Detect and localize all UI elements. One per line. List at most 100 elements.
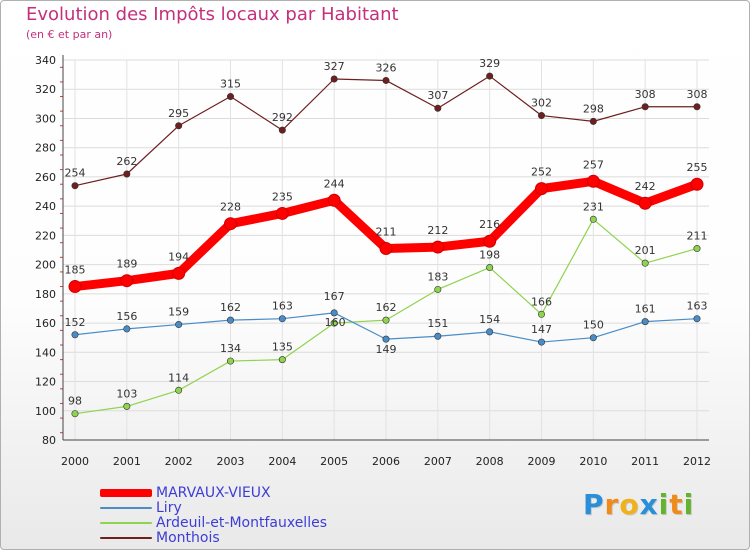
data-label-ardeuil-et-montfauxelles-2012: 211 (687, 230, 708, 243)
data-point-marvaux-vieux-2011 (638, 196, 652, 210)
data-point-liry-2012 (693, 315, 701, 323)
data-label-ardeuil-et-montfauxelles-2000: 98 (68, 395, 82, 408)
chart-subtitle: (en € et par an) (26, 28, 113, 41)
data-label-liry-2006: 149 (376, 343, 397, 356)
data-point-ardeuil-et-montfauxelles-2004 (278, 356, 286, 364)
data-label-marvaux-vieux-2001: 189 (116, 258, 137, 271)
y-tick-label-140: 140 (35, 346, 56, 359)
legend-label: Liry (156, 500, 182, 516)
data-point-marvaux-vieux-2003 (224, 217, 237, 231)
legend-swatch (100, 507, 152, 509)
data-point-monthois-2011 (641, 103, 649, 111)
data-point-ardeuil-et-montfauxelles-2007 (434, 285, 442, 293)
legend-label: MARVAUX-VIEUX (156, 485, 271, 501)
data-point-monthois-2008 (486, 72, 494, 80)
x-tick-label-2012: 2012 (683, 455, 711, 468)
x-tick-label-2002: 2002 (165, 455, 193, 468)
data-label-ardeuil-et-montfauxelles-2009: 166 (531, 295, 552, 308)
x-tick-label-2001: 2001 (113, 455, 141, 468)
data-point-marvaux-vieux-2004 (275, 206, 289, 220)
data-point-ardeuil-et-montfauxelles-2010 (589, 215, 597, 223)
data-label-liry-2003: 162 (220, 301, 241, 314)
y-tick-label-200: 200 (35, 259, 56, 272)
data-point-monthois-2009 (537, 112, 545, 120)
data-point-liry-2002 (175, 321, 183, 329)
data-label-marvaux-vieux-2010: 257 (583, 158, 604, 171)
data-label-monthois-2006: 326 (376, 61, 397, 74)
data-point-ardeuil-et-montfauxelles-2009 (537, 310, 545, 318)
data-label-liry-2001: 156 (116, 310, 137, 323)
data-point-marvaux-vieux-2010 (586, 174, 600, 188)
y-tick-label-240: 240 (35, 200, 56, 213)
data-point-marvaux-vieux-2002 (172, 266, 186, 280)
data-point-monthois-2007 (434, 104, 442, 112)
x-tick-label-2009: 2009 (528, 455, 556, 468)
data-label-liry-2009: 147 (531, 323, 552, 336)
logo-letter: i (658, 488, 670, 521)
data-label-monthois-2012: 308 (687, 88, 708, 101)
data-point-liry-2004 (278, 315, 286, 323)
data-label-ardeuil-et-montfauxelles-2002: 114 (168, 371, 189, 384)
data-label-marvaux-vieux-2009: 252 (531, 166, 552, 179)
y-tick-label-220: 220 (35, 229, 56, 242)
data-point-ardeuil-et-montfauxelles-2000 (71, 410, 79, 418)
data-label-ardeuil-et-montfauxelles-2007: 183 (427, 270, 448, 283)
data-point-monthois-2012 (693, 103, 701, 111)
legend-label: Ardeuil-et-Montfauxelles (156, 515, 327, 531)
legend-swatch (100, 522, 152, 524)
x-tick-label-2010: 2010 (579, 455, 607, 468)
data-point-marvaux-vieux-2008 (483, 234, 497, 248)
data-label-liry-2004: 163 (272, 300, 293, 313)
logo-letter: t (669, 488, 684, 521)
data-label-ardeuil-et-montfauxelles-2001: 103 (116, 387, 137, 400)
data-point-marvaux-vieux-2006 (379, 242, 393, 256)
logo-letter: r (604, 488, 620, 521)
data-label-ardeuil-et-montfauxelles-2008: 198 (479, 249, 500, 262)
data-point-monthois-2004 (278, 126, 286, 134)
x-tick-label-2003: 2003 (217, 455, 245, 468)
data-label-marvaux-vieux-2012: 255 (687, 161, 708, 174)
data-point-liry-2003 (227, 316, 235, 324)
data-point-liry-2010 (589, 334, 597, 342)
data-point-ardeuil-et-montfauxelles-2001 (123, 402, 131, 410)
data-label-marvaux-vieux-2011: 242 (635, 180, 656, 193)
data-point-monthois-2002 (175, 122, 183, 130)
legend-swatch (100, 489, 152, 497)
y-tick-label-280: 280 (35, 142, 56, 155)
x-tick-label-2007: 2007 (424, 455, 452, 468)
y-tick-label-340: 340 (35, 54, 56, 67)
legend-swatch (100, 537, 152, 539)
data-point-marvaux-vieux-2009 (535, 182, 548, 196)
logo-letter: P (583, 488, 605, 521)
chart-title: Evolution des Impôts locaux par Habitant (26, 4, 399, 25)
data-label-monthois-2002: 295 (168, 107, 189, 120)
data-label-marvaux-vieux-2004: 235 (272, 190, 293, 203)
y-tick-label-320: 320 (35, 83, 56, 96)
data-label-liry-2011: 161 (635, 303, 656, 316)
data-label-monthois-2009: 302 (531, 97, 552, 110)
data-point-ardeuil-et-montfauxelles-2011 (641, 259, 649, 267)
data-label-marvaux-vieux-2000: 185 (65, 264, 86, 277)
data-point-monthois-2001 (123, 170, 131, 178)
data-point-liry-2000 (71, 331, 79, 339)
data-label-monthois-2003: 315 (220, 78, 241, 91)
x-tick-label-2000: 2000 (61, 455, 89, 468)
data-label-ardeuil-et-montfauxelles-2006: 162 (376, 301, 397, 314)
y-tick-label-260: 260 (35, 171, 56, 184)
data-label-liry-2002: 159 (168, 306, 189, 319)
y-tick-label-80: 80 (42, 434, 56, 447)
y-tick-label-180: 180 (35, 288, 56, 301)
y-tick-label-300: 300 (35, 112, 56, 125)
data-label-monthois-2005: 327 (324, 60, 345, 73)
data-point-liry-2007 (434, 332, 442, 340)
y-tick-label-100: 100 (35, 405, 56, 418)
data-label-liry-2007: 151 (427, 317, 448, 330)
data-point-monthois-2003 (227, 93, 235, 101)
data-point-monthois-2000 (71, 182, 79, 190)
data-point-marvaux-vieux-2001 (120, 274, 134, 288)
data-label-monthois-2007: 307 (427, 89, 448, 102)
logo-letter: i (683, 488, 695, 521)
x-tick-label-2005: 2005 (320, 455, 348, 468)
data-point-liry-2005 (330, 309, 338, 317)
